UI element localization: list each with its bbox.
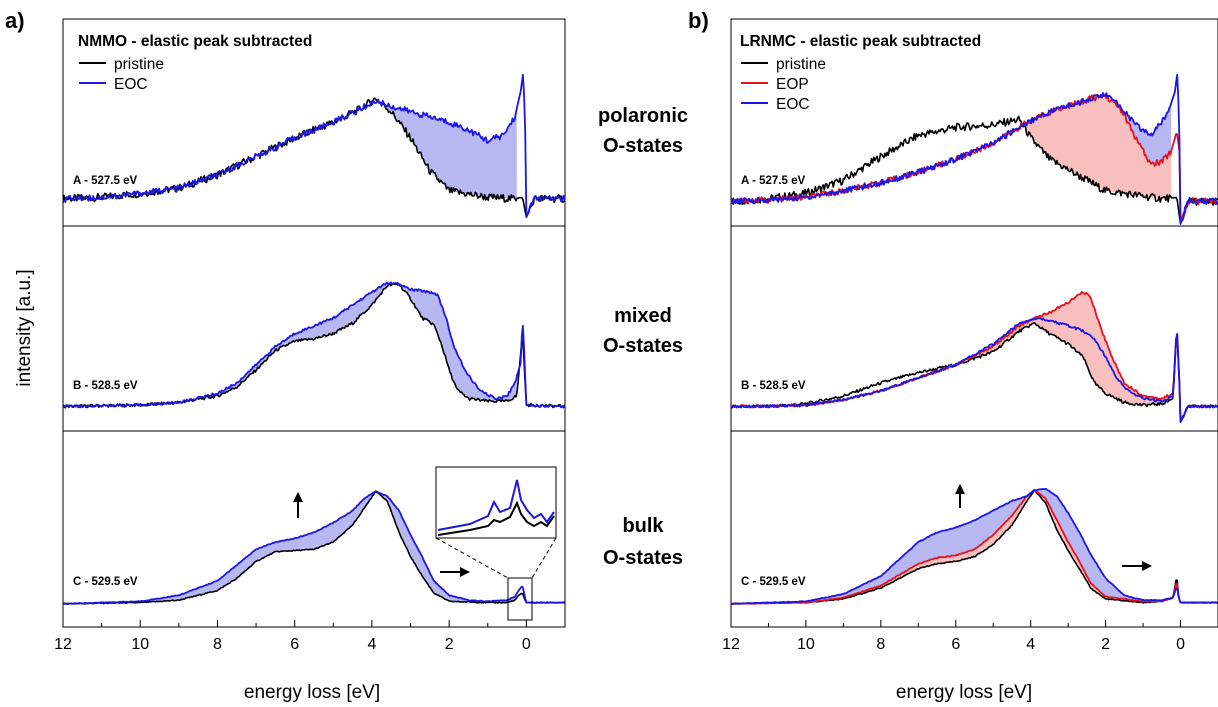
- plot-area-b: 12 10 8 6 4 2 0 A - 527.5 eV B - 528.5 eV C - 529…: [722, 19, 1218, 653]
- state-label-mixed: mixed O-states: [603, 305, 683, 357]
- x-tick-label: 0: [1176, 636, 1185, 653]
- panel-label-b: b): [688, 8, 709, 33]
- state-label-line: O-states: [603, 135, 683, 157]
- x-tick-label: 12: [54, 636, 72, 653]
- y-axis-label: intensity [a.u.]: [14, 269, 35, 386]
- legend-label-eoc: EOC: [776, 96, 810, 113]
- x-tick-label: 10: [797, 636, 815, 653]
- arrow-right-icon: [1122, 561, 1152, 571]
- x-tick-label: 8: [876, 636, 885, 653]
- chart-title-b: LRNMC - elastic peak subtracted: [740, 33, 981, 50]
- legend-label-eoc: EOC: [114, 76, 148, 93]
- series-line-eoc: [63, 282, 565, 407]
- x-tick-label: 4: [1026, 636, 1035, 653]
- panel-label-a: a): [5, 8, 25, 33]
- state-label-bulk: bulk O-states: [603, 515, 683, 569]
- subplot-label: B - 528.5 eV: [73, 380, 138, 392]
- arrow-up-icon: [955, 484, 965, 508]
- state-label-line: mixed: [614, 305, 672, 327]
- x-axis-label-a: energy loss [eV]: [244, 682, 380, 703]
- x-tick-label: 6: [951, 636, 960, 653]
- state-label-line: O-states: [603, 547, 683, 569]
- state-label-line: bulk: [622, 515, 664, 537]
- arrow-right-icon: [440, 567, 470, 577]
- arrow-up-icon: [293, 492, 303, 518]
- legend-label-pristine: pristine: [776, 56, 826, 73]
- plot-area-a: 12 10 8 6 4 2 0 A - 527.5 eV B - 528.5 eV C - 529…: [54, 19, 565, 653]
- series-line-pristine: [731, 323, 1218, 422]
- x-tick-label: 12: [722, 636, 740, 653]
- x-tick-label: 8: [213, 636, 222, 653]
- series-line-pristine: [63, 284, 565, 408]
- x-tick-label: 4: [367, 636, 376, 653]
- x-tick-label: 6: [290, 636, 299, 653]
- inset-connector: [532, 538, 556, 578]
- legend-a: pristine EOC: [79, 56, 164, 93]
- x-tick-label: 10: [131, 636, 149, 653]
- chart-title-a: NMMO - elastic peak subtracted: [78, 33, 312, 50]
- x-tick-label: 0: [522, 636, 531, 653]
- state-label-line: O-states: [603, 335, 683, 357]
- subplot-label: C - 529.5 eV: [73, 576, 138, 588]
- subplot-label: B - 528.5 eV: [741, 380, 806, 392]
- series-line-eoc: [731, 317, 1218, 422]
- legend-label-pristine: pristine: [114, 56, 164, 73]
- subplot-label: C - 529.5 eV: [741, 576, 806, 588]
- subplot-label: A - 527.5 eV: [73, 175, 137, 187]
- legend-label-eop: EOP: [776, 76, 809, 93]
- x-axis-label-b: energy loss [eV]: [896, 682, 1032, 703]
- legend-b: pristine EOP EOC: [741, 56, 826, 113]
- subplot-label: A - 527.5 eV: [741, 175, 805, 187]
- x-tick-label: 2: [1101, 636, 1110, 653]
- x-tick-label: 2: [445, 636, 454, 653]
- state-label-line: polaronic: [598, 105, 688, 127]
- state-label-polaronic: polaronic O-states: [598, 105, 688, 157]
